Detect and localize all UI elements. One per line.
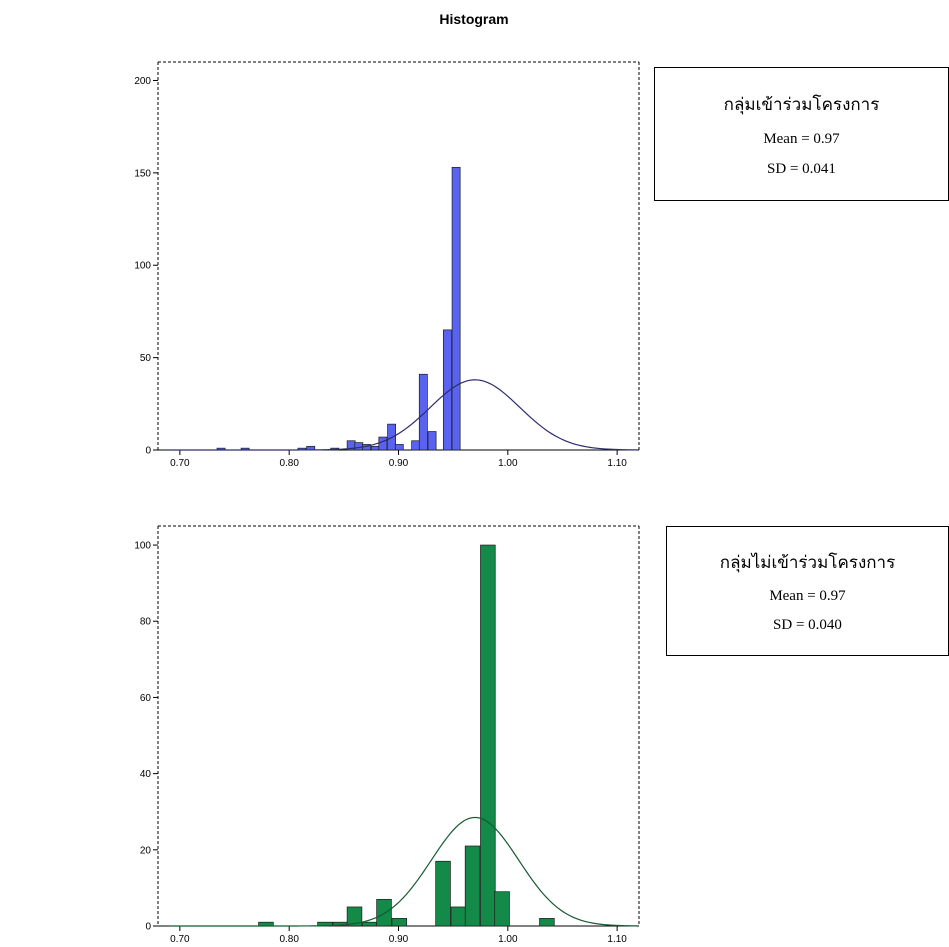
y-tick-label: 200 <box>134 76 151 87</box>
legend-sd: SD = 0.040 <box>773 617 842 633</box>
legend-group-label: กลุ่มเข้าร่วมโครงการ <box>723 95 880 114</box>
x-tick-label: 0.90 <box>389 458 409 469</box>
histogram-bar <box>411 440 421 451</box>
histogram-top: 0 50 100 150 200 0.70 0.80 0.90 1.00 1.10 <box>134 61 640 469</box>
histogram-bar <box>464 845 481 927</box>
histogram-bar <box>346 906 363 927</box>
histogram-bar <box>391 918 408 927</box>
histogram-bar <box>362 921 378 927</box>
histogram-bar <box>442 329 452 451</box>
histogram-bar <box>376 898 392 927</box>
y-tick-label: 100 <box>134 261 151 272</box>
x-tick-label: 0.80 <box>279 934 299 945</box>
normal-curve <box>168 816 637 927</box>
histogram-bar <box>494 891 510 927</box>
histogram-bar <box>435 860 451 927</box>
y-tick-label: 0 <box>145 922 151 933</box>
x-tick-label: 0.80 <box>279 458 299 469</box>
histogram-bar <box>427 431 437 451</box>
histogram-bar <box>480 544 496 927</box>
x-tick-label: 0.70 <box>170 934 190 945</box>
x-tick-label: 0.70 <box>170 458 190 469</box>
y-tick-label: 20 <box>140 845 152 856</box>
y-tick-label: 0 <box>145 446 151 457</box>
y-tick-label: 40 <box>140 769 152 780</box>
histogram-bar <box>539 918 555 927</box>
histogram-bar <box>451 166 461 451</box>
legend-sd: SD = 0.041 <box>767 161 836 177</box>
legend-group-label: กลุ่มไม่เข้าร่วมโครงการ <box>719 553 896 572</box>
y-tick-label: 60 <box>140 693 152 704</box>
histogram-bar <box>378 436 388 451</box>
y-tick-label: 80 <box>140 617 152 628</box>
x-tick-label: 1.00 <box>498 934 518 945</box>
legend-mean: Mean = 0.97 <box>769 588 846 604</box>
legend-box-bottom: กลุ่มไม่เข้าร่วมโครงการ Mean = 0.97 SD =… <box>666 526 949 656</box>
histogram-bar <box>418 373 428 451</box>
histogram-bar <box>354 442 364 451</box>
histogram-bar <box>450 906 467 927</box>
chart-title: Histogram <box>439 11 508 27</box>
y-tick-label: 50 <box>140 353 152 364</box>
histogram-bar <box>370 445 380 451</box>
x-tick-label: 1.10 <box>607 934 627 945</box>
histogram-bar <box>394 444 404 451</box>
x-tick-label: 1.10 <box>607 458 627 469</box>
y-tick-label: 100 <box>134 541 151 552</box>
histogram-bottom: 0 20 40 60 80 100 0.70 0.80 0.90 1.00 1.10 <box>134 525 640 945</box>
x-tick-label: 0.90 <box>389 934 409 945</box>
y-tick-label: 150 <box>134 168 151 179</box>
x-tick-label: 1.00 <box>498 458 518 469</box>
normal-curve <box>168 379 637 451</box>
legend-mean: Mean = 0.97 <box>763 131 840 147</box>
legend-box-top: กลุ่มเข้าร่วมโครงการ Mean = 0.97 SD = 0.… <box>654 67 949 201</box>
